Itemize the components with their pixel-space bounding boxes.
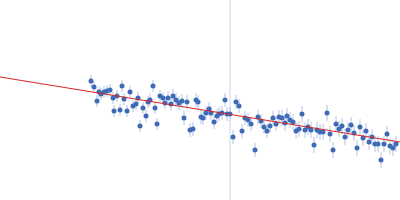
data-point (237, 104, 242, 109)
data-point (376, 142, 381, 147)
data-point (262, 125, 267, 130)
data-point (191, 127, 196, 132)
data-point (331, 148, 336, 153)
data-point (367, 140, 372, 145)
data-point (385, 132, 390, 137)
data-point (144, 114, 149, 119)
data-point (334, 122, 339, 127)
data-point (125, 109, 130, 114)
data-point (355, 146, 360, 151)
data-point (180, 99, 185, 104)
data-point (128, 90, 133, 95)
data-point (312, 143, 317, 148)
data-point (382, 142, 387, 147)
data-point (249, 122, 254, 127)
data-point (155, 122, 160, 127)
data-point (212, 120, 217, 125)
data-point (271, 116, 276, 121)
data-point (89, 79, 94, 84)
data-point (231, 135, 236, 140)
data-point (358, 125, 363, 130)
data-point (394, 142, 399, 147)
data-point (120, 84, 125, 89)
data-point (112, 109, 117, 114)
data-point (223, 98, 228, 103)
data-point (134, 102, 139, 107)
data-point (108, 88, 113, 93)
data-point (141, 106, 146, 111)
data-point (182, 116, 187, 121)
data-point (253, 148, 258, 153)
data-point (161, 96, 166, 101)
plot-area (0, 0, 400, 200)
chart (0, 0, 400, 200)
fit-line (0, 77, 400, 142)
data-point (196, 100, 201, 105)
data-point (246, 118, 251, 123)
data-point (265, 129, 270, 134)
data-point (118, 108, 123, 113)
data-point (201, 116, 206, 121)
data-point (364, 129, 369, 134)
data-point (95, 99, 100, 104)
data-point (297, 127, 302, 132)
data-point (138, 124, 143, 129)
data-point (240, 129, 245, 134)
data-point (343, 135, 348, 140)
data-point (285, 114, 290, 119)
data-point (171, 94, 176, 99)
data-point (268, 124, 273, 129)
reference-line (230, 0, 231, 200)
data-point (300, 112, 305, 117)
data-point (153, 106, 158, 111)
data-point (325, 111, 330, 116)
data-point (346, 128, 351, 133)
data-point (151, 84, 156, 89)
data-point (379, 158, 384, 163)
data-point (391, 146, 396, 151)
data-point (92, 85, 97, 90)
data-point (328, 132, 333, 137)
data-point (280, 116, 285, 121)
data-point (340, 124, 345, 129)
data-point (166, 96, 171, 101)
data-point (349, 123, 354, 128)
data-point (234, 100, 239, 105)
data-point (185, 100, 190, 105)
